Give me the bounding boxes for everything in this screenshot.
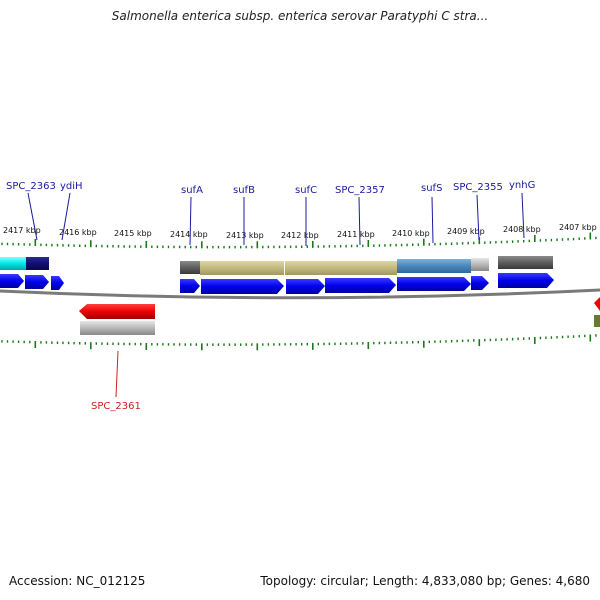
- feature-khaki-2: [285, 261, 397, 275]
- gene-label-sufA: sufA: [181, 185, 203, 196]
- cds-arrow-SPC_2357: [325, 278, 396, 293]
- cds-arrow-sufA: [180, 279, 200, 293]
- scale-label-2411: 2411 kbp: [337, 230, 375, 239]
- label-leaders: [27, 192, 525, 398]
- cds-arrow-SPC_2355: [471, 276, 489, 290]
- map-title: Salmonella enterica subsp. enterica sero…: [111, 9, 489, 23]
- gene-label-SPC_2363: SPC_2363: [6, 181, 56, 192]
- gene-label-SPC_2361: SPC_2361: [91, 401, 141, 412]
- cds-arrow-sufC: [286, 279, 325, 294]
- forward-cds-track: [0, 273, 554, 294]
- gene-label-SPC_2357: SPC_2357: [335, 185, 385, 196]
- cds-arrow-reverse-edge: [594, 297, 600, 311]
- feature-grey-ynhG: [498, 256, 553, 269]
- gene-label-ynhG: ynhG: [509, 180, 535, 191]
- scale-label-2407: 2407 kbp: [559, 223, 597, 232]
- gene-label-ydiH: ydiH: [60, 181, 83, 192]
- feature-light-grey: [471, 258, 489, 271]
- feature-steel-blue: [397, 259, 471, 273]
- gene-labels: SPC_2363 ydiH sufA sufB sufC SPC_2357 su…: [6, 180, 535, 412]
- cog-feature-track: [0, 256, 600, 335]
- scale-label-2417: 2417 kbp: [3, 226, 41, 235]
- gene-label-sufS: sufS: [421, 183, 442, 194]
- feature-olive-edge: [594, 315, 600, 327]
- cds-arrow-sufS: [397, 277, 471, 291]
- genome-backbone: [0, 288, 600, 300]
- outer-tick-ring: [1, 232, 597, 249]
- scale-label-2416: 2416 kbp: [59, 228, 97, 237]
- cds-arrow: [25, 275, 49, 289]
- feature-cyan: [0, 257, 26, 270]
- accession-text: Accession: NC_012125: [9, 574, 146, 588]
- feature-navy: [26, 257, 49, 270]
- gene-label-sufB: sufB: [233, 185, 255, 196]
- cds-arrow: [51, 276, 64, 290]
- scale-label-2410: 2410 kbp: [392, 229, 430, 238]
- topology-text: Topology: circular; Length: 4,833,080 bp…: [260, 574, 590, 588]
- feature-dark-grey: [180, 261, 200, 274]
- feature-khaki-1: [200, 261, 284, 275]
- gene-label-sufC: sufC: [295, 185, 317, 196]
- scale-label-2414: 2414 kbp: [170, 230, 208, 239]
- cds-arrow-ynhG: [498, 273, 554, 288]
- cds-arrow-sufB: [201, 279, 284, 294]
- feature-grey-reverse: [80, 321, 155, 335]
- reverse-cds-track: [79, 297, 600, 319]
- gene-label-SPC_2355: SPC_2355: [453, 182, 503, 193]
- scale-label-2413: 2413 kbp: [226, 231, 264, 240]
- scale-label-2415: 2415 kbp: [114, 229, 152, 238]
- scale-labels: 2417 kbp 2416 kbp 2415 kbp 2414 kbp 2413…: [3, 223, 597, 240]
- scale-label-2408: 2408 kbp: [503, 225, 541, 234]
- scale-label-2409: 2409 kbp: [447, 227, 485, 236]
- cds-arrow-SPC_2361: [79, 304, 155, 319]
- scale-label-2412: 2412 kbp: [281, 231, 319, 240]
- inner-tick-ring: [1, 334, 597, 351]
- cds-arrow: [0, 274, 24, 288]
